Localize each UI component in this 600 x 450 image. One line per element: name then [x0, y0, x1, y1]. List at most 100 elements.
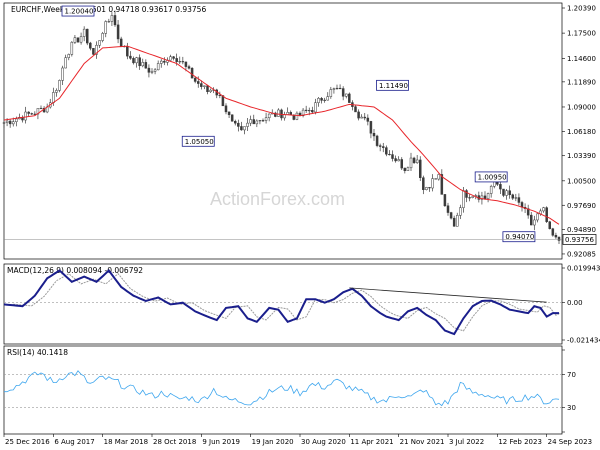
candle-body — [230, 114, 234, 122]
candle-body — [326, 96, 329, 101]
candle — [508, 185, 511, 199]
candle-body — [489, 186, 493, 194]
candle — [489, 184, 493, 198]
price-annotation-label: 1.11490 — [379, 82, 408, 90]
price-tick-label: 1.17500 — [567, 30, 596, 38]
candle — [536, 213, 539, 223]
candle-body — [335, 87, 339, 90]
price-annotation-label: 0.94070 — [505, 233, 534, 241]
candle — [394, 155, 397, 163]
price-annotation-label: 1.20040 — [65, 8, 94, 16]
candle-body — [551, 228, 555, 236]
candle — [452, 215, 456, 227]
candle-body — [119, 38, 123, 47]
candle-body — [144, 62, 148, 69]
candle — [224, 103, 228, 115]
candle-body — [24, 111, 27, 121]
candle-body — [533, 219, 536, 226]
candle-body — [113, 15, 117, 26]
candle — [412, 156, 416, 164]
candle — [163, 57, 166, 66]
candle — [471, 196, 474, 199]
rsi-line — [4, 370, 560, 407]
candle — [505, 189, 508, 200]
candle — [391, 150, 394, 162]
rsi-panel-frame — [3, 345, 563, 435]
candle-body — [76, 37, 80, 43]
candle-body — [286, 112, 289, 115]
price-axis: 1.20390 1.17500 1.14600 1.11890 1.09000 1.061… — [562, 5, 596, 258]
macd-panel-frame — [3, 263, 563, 345]
candle-body — [110, 15, 114, 22]
candle-body — [52, 92, 55, 104]
candle — [526, 204, 530, 219]
candle-body — [419, 159, 422, 178]
candle — [554, 232, 558, 239]
candle-body — [354, 106, 357, 113]
price-tick-label: 0.97690 — [567, 202, 596, 210]
time-tick-label: 24 Sep 2023 — [548, 438, 592, 446]
candle — [434, 178, 437, 180]
price-annotation-box — [61, 5, 95, 17]
candle-body — [8, 120, 12, 125]
rsi-panel[interactable]: RSI(14) 40.1418 70 30 — [3, 345, 576, 435]
candle — [107, 18, 111, 23]
candle — [326, 92, 329, 101]
candle — [323, 97, 326, 103]
candle-body — [391, 154, 394, 159]
candle — [70, 41, 74, 57]
candle-body — [240, 126, 243, 131]
candle — [104, 20, 107, 38]
candle-body — [452, 217, 456, 227]
candle — [369, 120, 373, 139]
candle — [113, 10, 117, 27]
candle-body — [156, 63, 160, 71]
candle — [160, 59, 163, 68]
candle — [320, 96, 323, 104]
candle-body — [107, 21, 111, 23]
candle-body — [277, 109, 280, 117]
candle — [234, 119, 237, 126]
candle-body — [141, 62, 144, 67]
candle-body — [456, 215, 459, 227]
candle-body — [382, 146, 385, 148]
candle-body — [218, 94, 222, 96]
candle-body — [536, 213, 539, 221]
last-price-marker: 0.93756 — [4, 234, 597, 245]
candle-body — [178, 61, 181, 63]
candle-body — [243, 126, 246, 131]
candle-body — [190, 68, 194, 79]
candle-body — [64, 57, 67, 69]
candle-body — [116, 24, 120, 40]
candle — [400, 157, 403, 171]
candle-body — [412, 157, 416, 163]
candle-body — [264, 117, 268, 121]
price-tick-label: 1.06180 — [567, 128, 596, 136]
candle-body — [184, 61, 188, 67]
candle — [329, 86, 333, 99]
candle — [2, 122, 6, 128]
candle — [24, 106, 27, 124]
candle-body — [526, 208, 530, 216]
candle — [89, 41, 92, 51]
candle-body — [30, 113, 33, 115]
candlestick-series — [2, 10, 561, 245]
candle-body — [126, 46, 129, 57]
candle-body — [406, 167, 410, 171]
macd-panel[interactable]: MACD(12,26,9) 0.008094 -0.006792 0.01994… — [3, 263, 600, 345]
price-annotation-box — [474, 171, 508, 183]
candle — [135, 56, 138, 68]
candle — [551, 227, 555, 237]
candle — [385, 145, 388, 157]
candle-body — [104, 21, 107, 34]
time-tick-label: 11 Apr 2021 — [350, 438, 393, 446]
candle-body — [363, 116, 366, 119]
candle — [252, 114, 255, 125]
candle — [147, 64, 151, 78]
price-annotation: 1.00950 — [474, 171, 508, 183]
macd-tick-label: 0.019943 — [567, 265, 600, 273]
candle — [237, 119, 240, 132]
price-panel[interactable]: ActionForex.com EURCHF,Weekly 0.94601 0.… — [2, 2, 597, 260]
candle-body — [175, 58, 178, 62]
